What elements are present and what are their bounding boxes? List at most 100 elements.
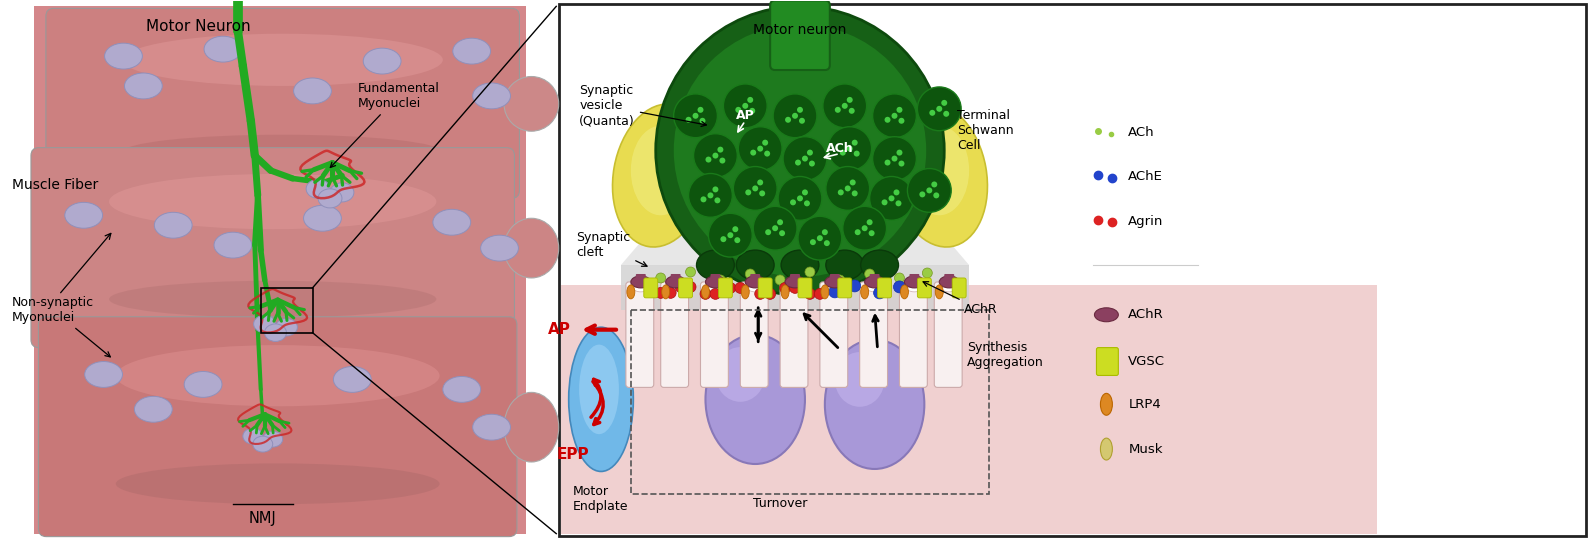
Ellipse shape — [434, 210, 470, 235]
Ellipse shape — [901, 285, 909, 299]
Ellipse shape — [473, 83, 510, 109]
Circle shape — [746, 269, 756, 279]
Circle shape — [706, 157, 711, 163]
Circle shape — [854, 229, 861, 235]
Circle shape — [708, 213, 752, 257]
Circle shape — [689, 173, 732, 217]
FancyBboxPatch shape — [33, 6, 526, 534]
Ellipse shape — [453, 38, 491, 64]
Text: AP: AP — [548, 322, 571, 337]
Ellipse shape — [123, 33, 443, 86]
Circle shape — [752, 185, 759, 191]
Circle shape — [720, 236, 727, 242]
FancyBboxPatch shape — [751, 274, 760, 286]
FancyBboxPatch shape — [934, 282, 963, 387]
Circle shape — [808, 160, 815, 166]
Text: ACh: ACh — [826, 142, 854, 155]
Circle shape — [918, 87, 961, 131]
Circle shape — [692, 113, 698, 119]
Ellipse shape — [1100, 438, 1113, 460]
FancyBboxPatch shape — [791, 274, 800, 286]
FancyBboxPatch shape — [910, 274, 920, 286]
Ellipse shape — [108, 281, 437, 318]
Circle shape — [700, 288, 711, 299]
Ellipse shape — [904, 276, 925, 288]
Bar — [559, 4, 1586, 536]
Text: AChR: AChR — [923, 282, 998, 316]
Ellipse shape — [116, 463, 440, 504]
Circle shape — [757, 146, 764, 152]
Text: Synaptic
vesicle
(Quanta): Synaptic vesicle (Quanta) — [579, 84, 706, 127]
Circle shape — [799, 118, 805, 124]
FancyBboxPatch shape — [838, 278, 851, 298]
Ellipse shape — [741, 285, 749, 299]
Circle shape — [773, 94, 816, 138]
Circle shape — [685, 117, 692, 123]
Circle shape — [907, 168, 952, 212]
Circle shape — [840, 150, 846, 156]
FancyBboxPatch shape — [660, 282, 689, 387]
Circle shape — [783, 137, 827, 180]
Circle shape — [746, 190, 751, 195]
Text: Turnover: Turnover — [752, 497, 807, 510]
Ellipse shape — [864, 278, 885, 292]
Ellipse shape — [936, 285, 944, 299]
Circle shape — [779, 282, 791, 293]
Circle shape — [771, 225, 778, 231]
Ellipse shape — [265, 324, 287, 341]
Ellipse shape — [293, 78, 332, 104]
Ellipse shape — [826, 250, 864, 280]
Ellipse shape — [781, 250, 819, 280]
Ellipse shape — [84, 361, 123, 387]
Ellipse shape — [824, 340, 925, 469]
Circle shape — [846, 146, 853, 152]
Circle shape — [803, 200, 810, 206]
Text: Non-synaptic
Myonuclei: Non-synaptic Myonuclei — [13, 296, 110, 357]
Ellipse shape — [786, 278, 805, 292]
Ellipse shape — [333, 367, 371, 393]
FancyBboxPatch shape — [918, 278, 931, 298]
FancyBboxPatch shape — [30, 147, 515, 348]
FancyBboxPatch shape — [711, 274, 720, 286]
Circle shape — [870, 177, 913, 220]
Circle shape — [735, 237, 740, 243]
Circle shape — [733, 166, 778, 210]
Circle shape — [792, 113, 799, 119]
Circle shape — [749, 108, 756, 114]
Ellipse shape — [631, 276, 650, 288]
Circle shape — [894, 190, 899, 195]
Circle shape — [778, 219, 783, 225]
Circle shape — [944, 111, 948, 117]
Circle shape — [802, 190, 808, 195]
Text: Motor
Endplate: Motor Endplate — [574, 485, 628, 513]
Text: Agrin: Agrin — [1129, 215, 1164, 228]
Circle shape — [867, 219, 872, 225]
Ellipse shape — [276, 319, 298, 336]
Circle shape — [848, 280, 861, 292]
Ellipse shape — [786, 276, 805, 288]
Circle shape — [765, 229, 771, 235]
Ellipse shape — [306, 179, 330, 198]
Ellipse shape — [821, 285, 829, 299]
FancyBboxPatch shape — [644, 278, 658, 298]
Circle shape — [885, 160, 891, 166]
Ellipse shape — [716, 347, 765, 402]
FancyBboxPatch shape — [636, 274, 646, 286]
Circle shape — [872, 137, 917, 180]
Ellipse shape — [864, 276, 885, 288]
Ellipse shape — [655, 6, 944, 295]
Circle shape — [698, 107, 703, 113]
Text: Terminal
Schwann
Cell: Terminal Schwann Cell — [956, 109, 1014, 152]
Ellipse shape — [939, 278, 960, 292]
Circle shape — [899, 118, 904, 124]
Circle shape — [779, 230, 786, 236]
Text: Muscle Fiber: Muscle Fiber — [13, 178, 99, 192]
Circle shape — [708, 192, 714, 198]
Ellipse shape — [504, 218, 559, 278]
Ellipse shape — [214, 232, 252, 258]
Ellipse shape — [105, 43, 142, 69]
Circle shape — [869, 230, 875, 236]
FancyBboxPatch shape — [719, 278, 732, 298]
Circle shape — [735, 282, 746, 293]
Ellipse shape — [706, 278, 725, 292]
